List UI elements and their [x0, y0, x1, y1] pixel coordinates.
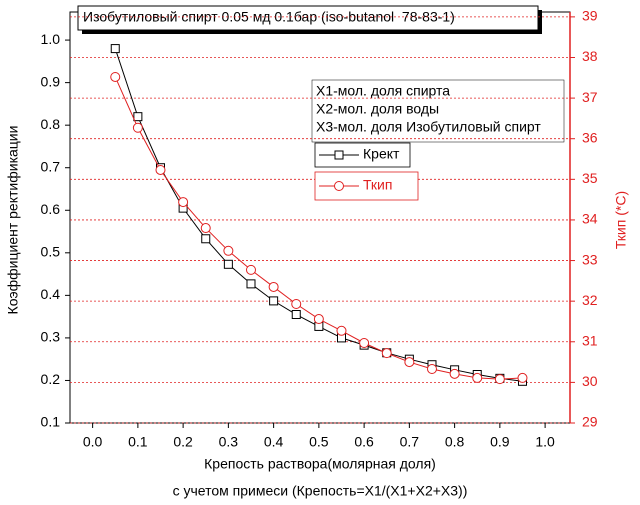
marker [494, 374, 505, 385]
y-tick-label: 0.7 [41, 158, 61, 174]
marker [245, 264, 256, 275]
y2-tick-label: 38 [582, 48, 598, 64]
marker [472, 372, 483, 383]
marker [110, 44, 120, 54]
marker [313, 314, 324, 325]
y2-tick-label: 30 [582, 373, 598, 389]
marker [268, 281, 279, 292]
x-tick-label: 0.0 [83, 434, 103, 450]
x-axis-label: с учетом примеси (Крепость=X1/(X1+X2+X3)… [173, 483, 468, 499]
x-tick-label: 0.9 [490, 434, 510, 450]
marker [404, 357, 415, 368]
marker [381, 348, 392, 359]
y-tick-label: 0.4 [41, 286, 61, 302]
y-tick-label: 1.0 [41, 31, 61, 47]
marker [132, 122, 143, 133]
y-tick-label: 0.1 [41, 414, 61, 430]
y2-tick-label: 34 [582, 211, 598, 227]
legend-label: Ткип [363, 177, 392, 193]
marker [223, 245, 234, 256]
y-tick-label: 0.9 [41, 73, 61, 89]
y-tick-label: 0.2 [41, 371, 61, 387]
marker [334, 150, 344, 160]
marker [517, 372, 528, 383]
marker [155, 164, 166, 175]
annotation: X1-мол. доля спирта [316, 83, 450, 99]
y-tick-label: 0.6 [41, 201, 61, 217]
x-tick-label: 0.2 [173, 434, 193, 450]
x-tick-label: 0.6 [354, 434, 374, 450]
y-axis-label: Коэффициент ректификации [5, 126, 21, 315]
marker [334, 181, 344, 191]
legend-label: Крект [363, 146, 400, 162]
marker [201, 234, 211, 244]
x-tick-label: 0.1 [128, 434, 148, 450]
x-tick-label: 0.8 [445, 434, 465, 450]
annotation: X2-мол. доля воды [316, 101, 439, 117]
y-tick-label: 0.8 [41, 116, 61, 132]
marker [291, 310, 301, 320]
marker [133, 112, 143, 122]
x-tick-label: 1.0 [535, 434, 555, 450]
marker [269, 296, 279, 306]
y2-tick-label: 33 [582, 251, 598, 267]
x-tick-label: 0.7 [400, 434, 420, 450]
marker [359, 337, 370, 348]
x-tick-label: 0.5 [309, 434, 329, 450]
y2-tick-label: 29 [582, 414, 598, 430]
y2-tick-label: 31 [582, 332, 598, 348]
y-tick-label: 0.3 [41, 329, 61, 345]
marker [110, 71, 121, 82]
marker [426, 363, 437, 374]
y2-tick-label: 35 [582, 170, 598, 186]
y2-tick-label: 37 [582, 89, 598, 105]
x-tick-label: 0.4 [264, 434, 284, 450]
marker [200, 223, 211, 234]
annotation: X3-мол. доля Изобутиловый спирт [316, 119, 541, 135]
marker [336, 325, 347, 336]
marker [223, 259, 233, 269]
title-box [77, 5, 539, 31]
y2-tick-label: 39 [582, 8, 598, 24]
y2-tick-label: 32 [582, 292, 598, 308]
x-tick-label: 0.3 [219, 434, 239, 450]
marker [178, 197, 189, 208]
annotation-box [311, 79, 565, 143]
chart-title: Изобутиловый спирт 0.05 мд 0.1бар (iso-b… [83, 9, 455, 25]
marker [449, 368, 460, 379]
marker [291, 299, 302, 310]
y2-axis-label: Ткип (*C) [613, 191, 629, 249]
y-tick-label: 0.5 [41, 244, 61, 260]
y2-tick-label: 36 [582, 129, 598, 145]
x-axis-label: Крепость раствора(молярная доля) [204, 456, 436, 472]
marker [246, 279, 256, 289]
